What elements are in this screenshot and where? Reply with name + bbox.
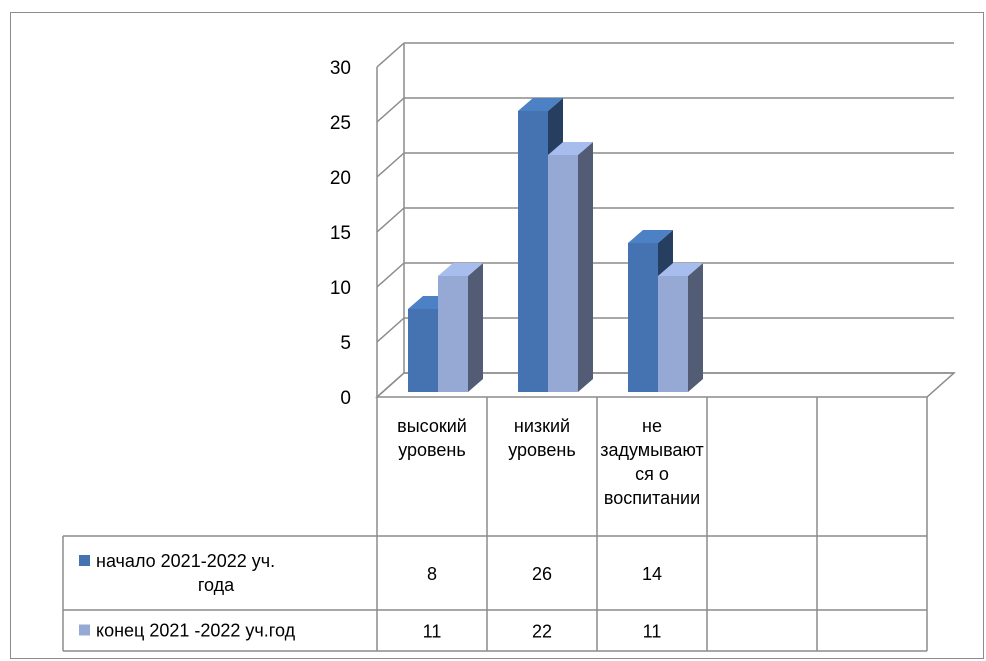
- chart-floor: [375, 372, 956, 398]
- y-tick-label-10: 10: [330, 278, 351, 299]
- side-gridline-20: [376, 152, 405, 178]
- category-label-2-line-2: ся о: [635, 464, 669, 484]
- category-label-1-line-1: уровень: [508, 440, 576, 460]
- bar-0-1: [518, 111, 548, 392]
- bar-side-1-1: [578, 142, 593, 392]
- bar-0-2: [628, 243, 658, 392]
- category-label-2-line-0: не: [642, 416, 662, 436]
- bar-top-0-2: [628, 230, 673, 243]
- y-tick-label-5: 5: [340, 333, 351, 354]
- y-tick-label-20: 20: [330, 168, 351, 189]
- bar-side-1-2: [688, 263, 703, 392]
- bar-top-0-1: [518, 98, 563, 111]
- bar-1-1: [548, 155, 578, 392]
- table-value-1-1: 22: [532, 622, 552, 642]
- series-name-0-line-1: года: [198, 575, 235, 595]
- legend-key-0: [79, 555, 90, 566]
- y-tick-label-0: 0: [340, 388, 351, 409]
- table-value-0-1: 26: [532, 564, 552, 584]
- table-value-1-0: 11: [423, 622, 442, 642]
- y-tick-label-25: 25: [330, 113, 351, 134]
- legend-key-1: [79, 624, 90, 636]
- bar-side-1-0: [468, 263, 483, 392]
- category-label-2-line-1: задумывают: [600, 440, 704, 460]
- bar-top-1-2: [658, 263, 703, 276]
- category-label-1-line-0: низкий: [514, 416, 570, 436]
- series-name-0-line-0: начало 2021-2022 уч.: [96, 551, 275, 571]
- bar-1-2: [658, 276, 688, 392]
- table-value-0-2: 14: [642, 564, 662, 584]
- bar-0-0: [408, 309, 438, 392]
- bar-1-0: [438, 276, 468, 392]
- side-gridline-25: [376, 97, 405, 123]
- side-gridline-15: [376, 207, 405, 233]
- side-gridline-30: [376, 42, 405, 68]
- chart-frame: [10, 12, 984, 659]
- series-name-1-line-0: конец 2021 -2022 уч.год: [96, 621, 296, 641]
- table-value-1-2: 11: [643, 622, 662, 642]
- table-value-0-0: 8: [427, 564, 437, 584]
- bar-top-1-1: [548, 142, 593, 155]
- category-label-0-line-0: высокий: [397, 416, 467, 436]
- side-gridline-5: [376, 317, 405, 343]
- side-gridline-10: [376, 262, 405, 288]
- y-tick-label-30: 30: [330, 58, 351, 79]
- category-label-2-line-3: воспитании: [604, 488, 700, 508]
- y-tick-label-15: 15: [330, 223, 351, 244]
- category-label-0-line-1: уровень: [398, 440, 466, 460]
- bar-top-1-0: [438, 263, 483, 276]
